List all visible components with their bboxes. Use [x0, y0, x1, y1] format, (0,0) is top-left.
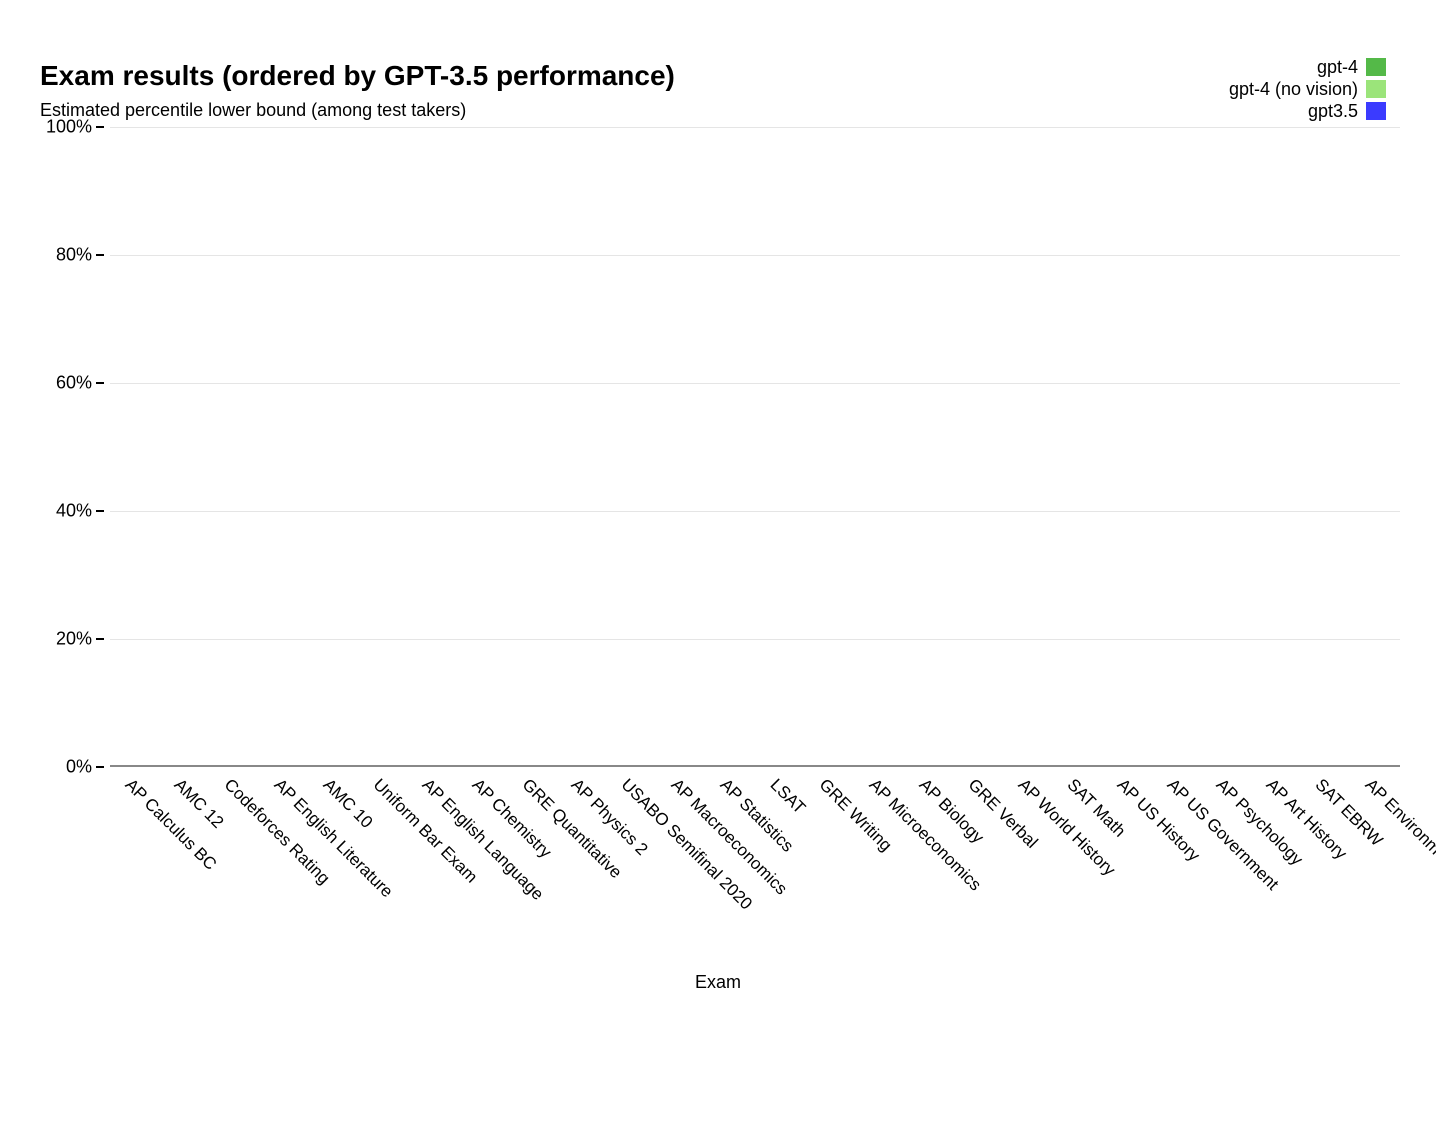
legend-label: gpt-4 (no vision): [1229, 78, 1358, 100]
x-tick-label: LSAT: [766, 775, 809, 818]
bar-slot: [805, 127, 855, 767]
chart-subtitle: Estimated percentile lower bound (among …: [40, 100, 1396, 121]
bar-slot: [1251, 127, 1301, 767]
x-axis-title: Exam: [695, 972, 741, 993]
bar-slot: [209, 127, 259, 767]
legend-swatch: [1366, 102, 1386, 120]
bar-slot: [953, 127, 1003, 767]
bar-slot: [1350, 127, 1400, 767]
legend-item: gpt-4: [1229, 56, 1386, 78]
chart-container: Exam results (ordered by GPT-3.5 perform…: [0, 0, 1436, 1128]
x-tick-label: AP Environmental Science: [1361, 775, 1436, 931]
legend-item: gpt-4 (no vision): [1229, 78, 1386, 100]
y-tick-mark: [96, 254, 104, 256]
y-tick-label: 20%: [56, 629, 92, 650]
bar-slot: [507, 127, 557, 767]
bar-slot: [606, 127, 656, 767]
y-tick-label: 40%: [56, 501, 92, 522]
legend-label: gpt-4: [1317, 56, 1358, 78]
bar-slot: [755, 127, 805, 767]
legend-item: gpt3.5: [1229, 100, 1386, 122]
y-tick-label: 100%: [46, 117, 92, 138]
bar-slot: [556, 127, 606, 767]
y-tick-mark: [96, 638, 104, 640]
bar-slot: [1152, 127, 1202, 767]
x-axis-labels: AP Calculus BCAMC 12Codeforces RatingAP …: [110, 767, 1400, 1067]
bar-slot: [1102, 127, 1152, 767]
y-tick-mark: [96, 510, 104, 512]
y-tick-label: 0%: [66, 757, 92, 778]
plot-area: 0%20%40%60%80%100%: [110, 127, 1400, 767]
legend-label: gpt3.5: [1308, 100, 1358, 122]
bar-slot: [110, 127, 160, 767]
legend: gpt-4 gpt-4 (no vision) gpt3.5: [1229, 56, 1386, 122]
legend-swatch: [1366, 58, 1386, 76]
bar-slot: [1003, 127, 1053, 767]
bar-slot: [358, 127, 408, 767]
bar-slot: [457, 127, 507, 767]
bar-slot: [1201, 127, 1251, 767]
y-tick-label: 80%: [56, 245, 92, 266]
bar-slot: [259, 127, 309, 767]
bar-slot: [160, 127, 210, 767]
bar-slot: [854, 127, 904, 767]
legend-swatch: [1366, 80, 1386, 98]
chart-title: Exam results (ordered by GPT-3.5 perform…: [40, 60, 1396, 92]
y-tick-mark: [96, 766, 104, 768]
bar-slot: [656, 127, 706, 767]
bar-slot: [1053, 127, 1103, 767]
bar-slot: [1301, 127, 1351, 767]
y-tick-label: 60%: [56, 373, 92, 394]
bar-slot: [308, 127, 358, 767]
bar-slot: [904, 127, 954, 767]
bar-slot: [705, 127, 755, 767]
bar-slot: [408, 127, 458, 767]
y-tick-mark: [96, 382, 104, 384]
y-tick-mark: [96, 126, 104, 128]
